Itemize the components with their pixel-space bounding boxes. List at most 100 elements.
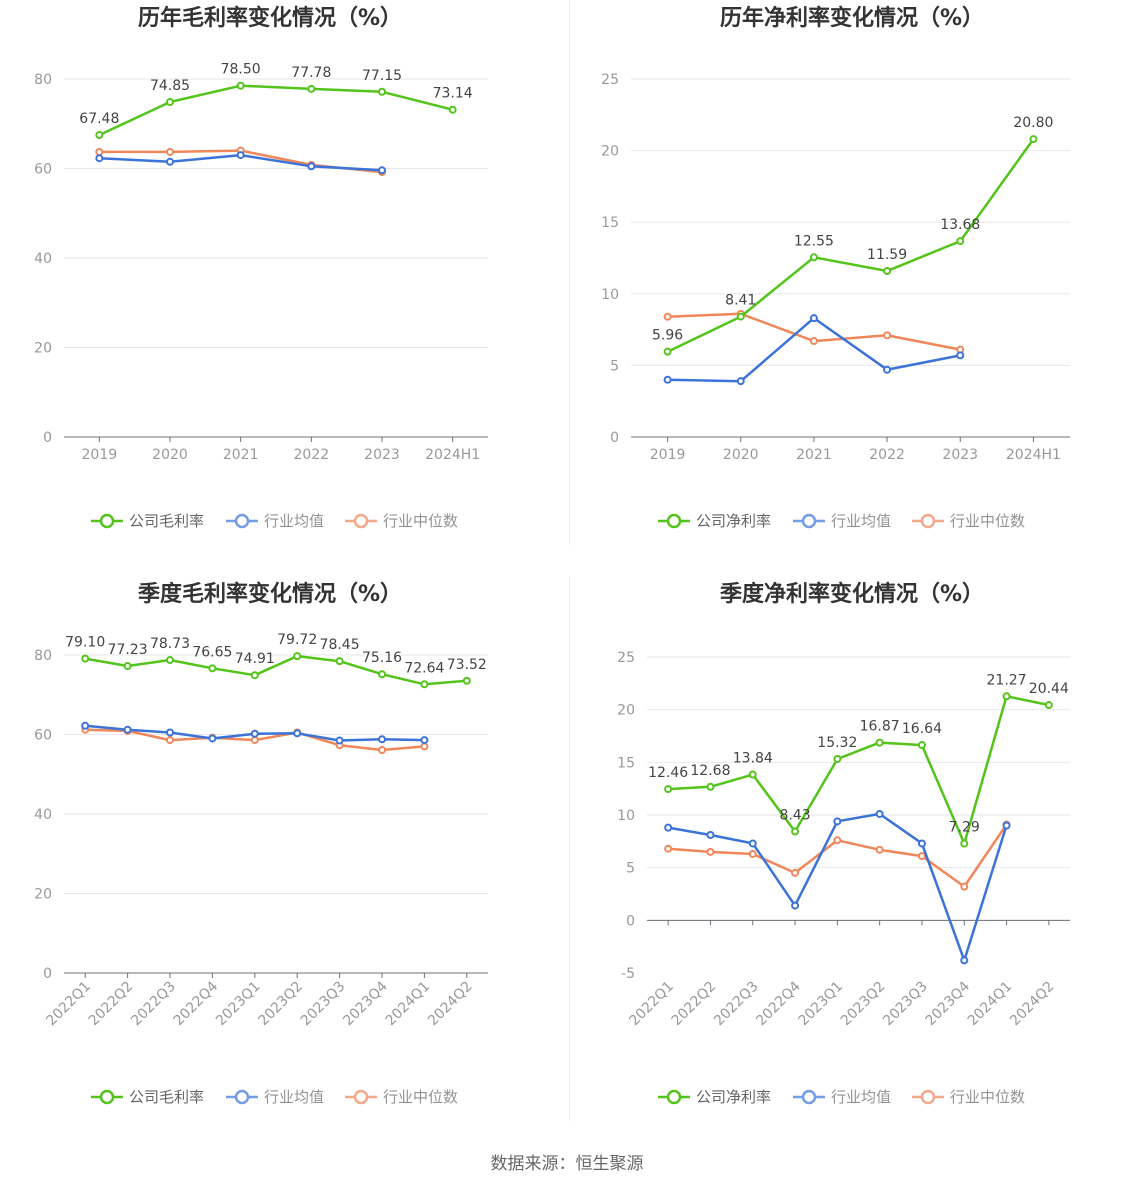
data-label: 74.91 <box>235 651 275 667</box>
data-point-avg <box>833 817 842 826</box>
data-point-company <box>663 347 672 356</box>
data-point-company <box>917 741 926 750</box>
data-point-median <box>791 868 800 877</box>
y-tick-label: 0 <box>610 430 619 446</box>
data-point-median <box>95 147 104 156</box>
data-point-avg <box>663 375 672 384</box>
data-point-avg <box>748 839 757 848</box>
y-tick-label: 15 <box>601 215 619 231</box>
legend-marker <box>234 513 250 529</box>
data-point-avg <box>378 735 386 744</box>
legend-marker <box>99 1089 115 1105</box>
data-label: 13.68 <box>940 217 980 233</box>
legend-item-avg: 行业均值 <box>226 1088 324 1106</box>
series-line-avg <box>667 316 961 383</box>
data-label: 73.52 <box>447 657 487 673</box>
x-tick-label: 2020 <box>723 447 759 463</box>
y-tick-label: 15 <box>617 755 635 771</box>
data-point-company <box>1029 135 1038 144</box>
legend-label: 行业均值 <box>831 512 891 530</box>
data-point-median <box>960 882 969 891</box>
annual-net-svg: 历年净利率变化情况（%） 0 5 10 15 20 25 2019 2020 2021 2022 20… <box>601 5 1070 530</box>
data-point-company <box>166 656 174 665</box>
y-tick-label: 40 <box>34 807 52 823</box>
data-label: 20.80 <box>1013 115 1053 131</box>
data-source-note: 数据来源：恒生聚源 <box>490 1154 644 1174</box>
x-tick-label: 2022Q1 <box>43 979 94 1030</box>
legend-item-median: 行业中位数 <box>345 1088 458 1106</box>
data-point-avg <box>236 151 245 160</box>
legend-marker <box>801 1089 817 1105</box>
legend-item-company: 公司净利率 <box>658 512 771 530</box>
x-tick-label: 2024Q2 <box>1007 979 1058 1030</box>
legend-item-company: 公司净利率 <box>658 1088 771 1106</box>
data-label: 73.14 <box>433 86 473 102</box>
legend-marker <box>801 513 817 529</box>
legend-item-avg: 行业均值 <box>226 512 324 530</box>
data-label: 78.45 <box>320 637 360 653</box>
data-point-avg <box>883 365 892 374</box>
y-tick-label: 60 <box>34 728 52 744</box>
chart-quarterly-gross: 季度毛利率变化情况（%） 0 20 40 60 80 2022Q1 2022Q2 2022Q3 2… <box>0 576 567 1152</box>
x-tick-label: 2020 <box>152 447 188 463</box>
legend-label: 行业中位数 <box>383 512 458 530</box>
data-point-company <box>420 680 429 689</box>
legend-marker <box>666 1089 682 1105</box>
data-label: 16.87 <box>860 719 900 735</box>
data-label: 16.64 <box>902 721 942 737</box>
data-point-avg <box>293 729 302 738</box>
x-tick-label: 2019 <box>82 447 118 463</box>
data-point-company <box>378 670 386 679</box>
x-tick-label: 2022Q3 <box>128 979 179 1030</box>
x-tick-label: 2024H1 <box>425 447 480 463</box>
data-label: 5.96 <box>652 328 683 344</box>
data-point-company <box>378 87 386 96</box>
data-point-avg <box>81 721 90 730</box>
x-tick-label: 2023Q4 <box>922 978 973 1029</box>
data-label: 77.78 <box>291 65 331 81</box>
x-tick-label: 2024H1 <box>1006 447 1061 463</box>
data-point-company <box>307 84 316 93</box>
x-tick-label: 2022Q2 <box>86 979 137 1030</box>
data-label: 20.44 <box>1029 681 1069 697</box>
x-tick-label: 2022 <box>294 447 330 463</box>
data-point-median <box>875 845 884 854</box>
data-point-company <box>883 267 892 276</box>
data-point-avg <box>378 166 386 175</box>
data-point-avg <box>166 728 174 737</box>
x-tick-label: 2024Q2 <box>425 979 476 1030</box>
y-tick-label: 25 <box>601 72 619 88</box>
data-point-median <box>166 736 174 745</box>
data-point-median <box>833 836 842 845</box>
legend-label: 公司毛利率 <box>129 1088 204 1106</box>
chart-title: 季度毛利率变化情况（%） <box>138 581 402 607</box>
data-label: 15.32 <box>817 735 857 751</box>
data-label: 77.15 <box>362 68 402 84</box>
y-tick-label: 10 <box>601 287 619 303</box>
data-point-company <box>293 652 302 661</box>
data-point-company <box>335 657 344 666</box>
data-point-company <box>95 131 104 140</box>
data-point-median <box>809 337 818 346</box>
legend-item-median: 行业中位数 <box>345 512 458 530</box>
y-tick-label: 5 <box>626 861 635 877</box>
y-tick-label: 20 <box>34 887 52 903</box>
data-point-median <box>706 847 715 856</box>
chart-annual-net: 历年净利率变化情况（%） 0 5 10 15 20 25 2019 2020 2021 2022 20… <box>567 0 1134 576</box>
data-point-avg <box>307 162 316 171</box>
legend-marker <box>666 513 682 529</box>
y-tick-label: -5 <box>621 966 635 982</box>
data-label: 12.55 <box>794 233 834 249</box>
chart-annual-gross: 历年毛利率变化情况（%） 0 20 40 60 80 2019 2020 2021 2022 202… <box>0 0 567 576</box>
data-point-avg <box>1002 821 1011 830</box>
data-label: 78.50 <box>221 62 261 78</box>
data-point-median <box>663 312 672 321</box>
data-label: 74.85 <box>150 78 190 94</box>
divider-bottom <box>569 576 570 1121</box>
x-tick-label: 2023Q2 <box>255 979 306 1030</box>
data-point-avg <box>791 901 800 910</box>
legend-label: 公司净利率 <box>696 1088 771 1106</box>
legend-label: 公司毛利率 <box>129 512 204 530</box>
data-point-company <box>791 827 800 836</box>
x-tick-label: 2024Q1 <box>965 979 1016 1030</box>
